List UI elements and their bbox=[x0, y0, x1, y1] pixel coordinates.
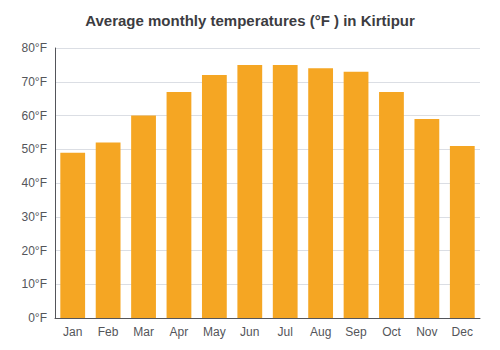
svg-text:Dec: Dec bbox=[452, 325, 473, 339]
svg-text:80°F: 80°F bbox=[22, 41, 47, 55]
svg-text:70°F: 70°F bbox=[22, 75, 47, 89]
svg-text:Feb: Feb bbox=[98, 325, 119, 339]
svg-text:50°F: 50°F bbox=[22, 142, 47, 156]
svg-text:Jun: Jun bbox=[240, 325, 259, 339]
svg-text:40°F: 40°F bbox=[22, 176, 47, 190]
svg-text:Mar: Mar bbox=[133, 325, 154, 339]
svg-text:10°F: 10°F bbox=[22, 277, 47, 291]
svg-text:Jan: Jan bbox=[63, 325, 82, 339]
svg-text:30°F: 30°F bbox=[22, 210, 47, 224]
svg-text:Jul: Jul bbox=[278, 325, 293, 339]
svg-text:Apr: Apr bbox=[170, 325, 189, 339]
svg-text:Sep: Sep bbox=[345, 325, 367, 339]
svg-text:Oct: Oct bbox=[382, 325, 401, 339]
svg-text:May: May bbox=[203, 325, 226, 339]
svg-text:Average monthly temperatures (: Average monthly temperatures (°F ) in Ki… bbox=[85, 12, 415, 29]
svg-text:20°F: 20°F bbox=[22, 244, 47, 258]
svg-text:Nov: Nov bbox=[416, 325, 437, 339]
svg-text:0°F: 0°F bbox=[28, 311, 47, 325]
svg-text:Aug: Aug bbox=[310, 325, 331, 339]
svg-text:60°F: 60°F bbox=[22, 109, 47, 123]
